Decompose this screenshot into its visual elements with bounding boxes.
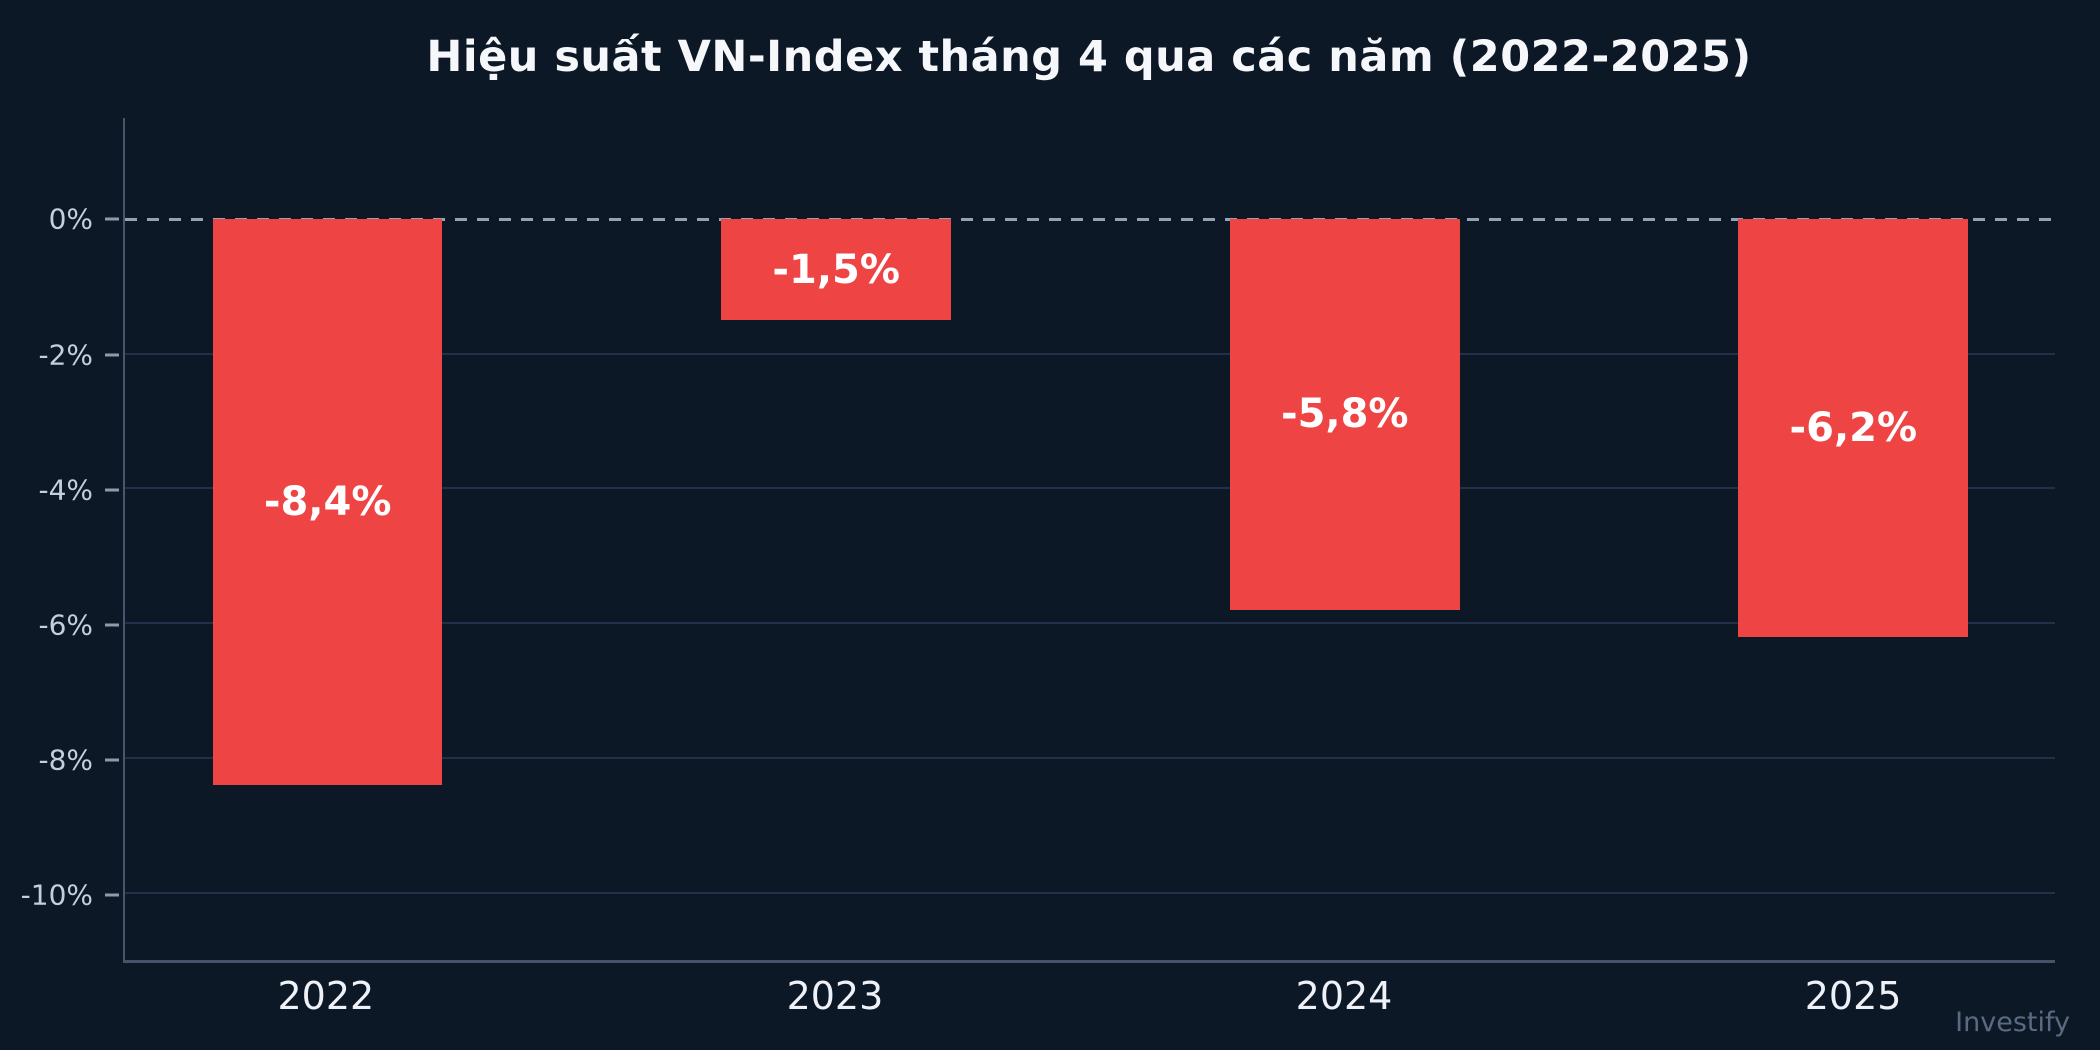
y-tick-mark [105, 217, 119, 221]
y-tick-label: -2% [38, 338, 93, 372]
bar-2022: -8,4% [212, 219, 443, 785]
plot-area: -8,4% -1,5% -5,8% -6,2% [123, 118, 2055, 963]
watermark: Investify [1955, 1007, 2070, 1038]
bar-value-label: -8,4% [263, 478, 392, 525]
y-tick-label: 0% [48, 202, 93, 236]
x-tick-label-2024: 2024 [1295, 974, 1393, 1018]
x-tick-label-2022: 2022 [277, 974, 375, 1018]
gridline [125, 352, 2055, 355]
bar-2025: -6,2% [1738, 219, 1969, 637]
y-tick-label: -6% [38, 608, 93, 642]
x-tick-label-2025: 2025 [1804, 974, 1902, 1018]
gridline [125, 891, 2055, 894]
y-tick-mark [105, 893, 119, 897]
bar-2024: -5,8% [1229, 219, 1460, 610]
x-axis: 2022 2023 2024 2025 [123, 974, 2055, 1030]
gridline [125, 487, 2055, 490]
y-tick-mark [105, 353, 119, 357]
y-axis: 0% -2% -4% -6% -8% -10% [0, 118, 121, 963]
y-tick-mark [105, 758, 119, 762]
y-tick-label: -10% [20, 878, 93, 912]
y-tick-mark [105, 623, 119, 627]
zero-baseline [125, 218, 2055, 222]
y-tick-mark [105, 488, 119, 492]
chart-title: Hiệu suất VN-Index tháng 4 qua các năm (… [426, 32, 1752, 82]
y-tick-label: -8% [38, 743, 93, 777]
bar-value-label: -5,8% [1280, 391, 1409, 438]
gridline [125, 756, 2055, 759]
bar-2023: -1,5% [721, 219, 952, 321]
x-tick-label-2023: 2023 [786, 974, 884, 1018]
gridline [125, 622, 2055, 625]
y-tick-label: -4% [38, 473, 93, 507]
bar-value-label: -6,2% [1789, 404, 1918, 451]
bar-value-label: -1,5% [772, 246, 900, 293]
